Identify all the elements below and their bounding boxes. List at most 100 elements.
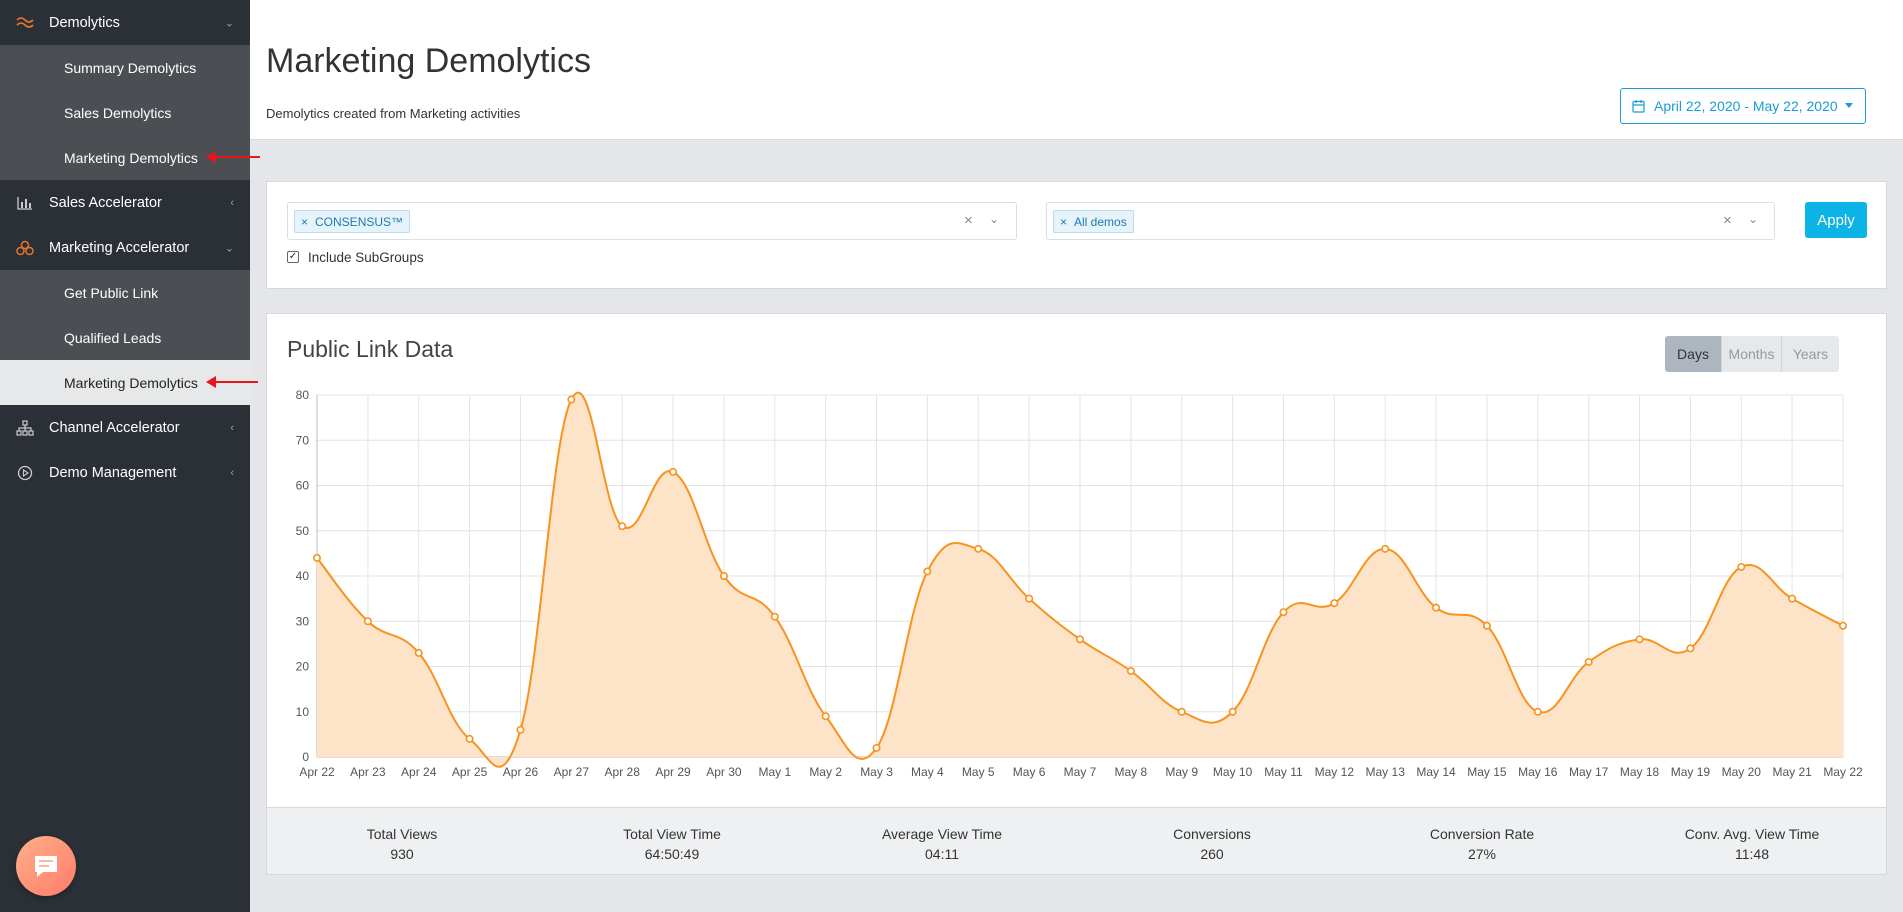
remove-tag-icon[interactable]: × <box>1060 214 1068 229</box>
data-point <box>1025 594 1034 603</box>
x-tick-label: Apr 28 <box>605 765 641 779</box>
stat-label: Average View Time <box>881 826 1003 842</box>
sidebar-item-label: Marketing Demolytics <box>64 374 198 391</box>
sidebar-item-get-public-link[interactable]: Get Public Link <box>0 270 250 315</box>
chart-panel: Public Link Data Days Months Years 0 10 20… <box>266 313 1887 875</box>
data-point <box>1686 644 1695 653</box>
data-point <box>719 572 728 581</box>
demo-select[interactable]: × All demos × ⌄ <box>1046 202 1775 240</box>
stat-value: 64:50:49 <box>644 846 700 862</box>
date-range-label: April 22, 2020 - May 22, 2020 <box>1654 98 1838 114</box>
nav-marketing-accelerator-label: Marketing Accelerator <box>49 239 190 256</box>
bar-chart-icon <box>16 194 34 212</box>
data-point <box>312 553 321 562</box>
chat-button[interactable] <box>16 836 76 896</box>
x-tick-label: May 21 <box>1772 765 1812 779</box>
x-tick-label: May 14 <box>1416 765 1456 779</box>
data-point <box>1075 635 1084 644</box>
period-days-button[interactable]: Days <box>1665 336 1721 372</box>
stat-label: Conv. Avg. View Time <box>1684 826 1820 842</box>
chevron-left-icon: ‹ <box>230 421 234 434</box>
chevron-down-icon[interactable]: ⌄ <box>989 212 1000 226</box>
x-tick-label: May 11 <box>1264 765 1303 779</box>
data-point <box>669 467 678 476</box>
data-point <box>1279 608 1288 617</box>
data-point <box>923 567 932 576</box>
data-point <box>872 743 881 752</box>
sidebar-item-qualified-leads[interactable]: Qualified Leads <box>0 315 250 360</box>
stat-label: Total Views <box>366 826 438 842</box>
stat-conv-avg-view-time: Conv. Avg. View Time 11:48 <box>1617 826 1887 862</box>
stat-value: 04:11 <box>925 846 959 862</box>
stat-value: 930 <box>390 846 414 862</box>
include-subgroups-checkbox[interactable]: ✓ <box>287 251 299 263</box>
data-point <box>414 648 423 657</box>
demo-tag-label: All demos <box>1074 214 1127 229</box>
nav-channel-accelerator[interactable]: Channel Accelerator ‹ <box>0 405 250 450</box>
series-line <box>316 391 1844 768</box>
sidebar-item-marketing-demolytics[interactable]: Marketing Demolytics <box>0 135 250 180</box>
x-tick-label: May 3 <box>860 765 893 779</box>
data-point <box>821 712 830 721</box>
period-months-button[interactable]: Months <box>1721 336 1781 372</box>
data-point <box>1330 599 1339 608</box>
play-circle-icon <box>16 464 34 482</box>
include-subgroups-label: Include SubGroups <box>308 250 424 265</box>
data-point <box>1635 635 1644 644</box>
x-tick-label: May 7 <box>1064 765 1097 779</box>
data-point <box>567 395 576 404</box>
page-subtitle: Demolytics created from Marketing activi… <box>266 106 521 121</box>
period-years-button[interactable]: Years <box>1781 336 1839 372</box>
data-point <box>1788 594 1797 603</box>
nav-demolytics-label: Demolytics <box>49 14 120 31</box>
data-point <box>1533 707 1542 716</box>
clear-icon[interactable]: × <box>964 212 973 229</box>
stat-average-view-time: Average View Time 04:11 <box>807 826 1077 862</box>
y-tick-label: 80 <box>296 388 310 402</box>
caret-down-icon <box>1845 103 1853 108</box>
x-tick-label: Apr 22 <box>299 765 335 779</box>
page-title: Marketing Demolytics <box>266 42 591 80</box>
x-tick-label: May 10 <box>1213 765 1253 779</box>
x-tick-label: May 22 <box>1823 765 1863 779</box>
y-tick-label: 30 <box>296 614 310 628</box>
y-tick-label: 10 <box>296 705 310 719</box>
annotation-arrow <box>206 376 258 388</box>
chevron-down-icon: ⌄ <box>224 242 234 254</box>
x-tick-label: May 12 <box>1315 765 1355 779</box>
y-tick-label: 50 <box>296 524 310 538</box>
sidebar-item-label: Sales Demolytics <box>64 104 172 121</box>
x-tick-label: May 13 <box>1366 765 1406 779</box>
data-point <box>1177 707 1186 716</box>
x-tick-label: May 19 <box>1671 765 1711 779</box>
stat-total-view-time: Total View Time 64:50:49 <box>537 826 807 862</box>
stats-bar: Total Views 930 Total View Time 64:50:49… <box>267 807 1886 874</box>
group-select[interactable]: × CONSENSUS™ × ⌄ <box>287 202 1017 240</box>
stat-label: Conversion Rate <box>1429 826 1535 842</box>
nav-marketing-accelerator[interactable]: Marketing Accelerator ⌄ <box>0 225 250 270</box>
x-tick-label: Apr 23 <box>350 765 386 779</box>
chart-title: Public Link Data <box>287 336 454 362</box>
x-tick-label: Apr 24 <box>401 765 437 779</box>
stat-value: 260 <box>1200 846 1224 862</box>
y-tick-label: 70 <box>296 433 310 447</box>
remove-tag-icon[interactable]: × <box>301 214 309 229</box>
nav-demolytics[interactable]: Demolytics ⌄ <box>0 0 250 45</box>
group-tag-label: CONSENSUS™ <box>315 214 404 229</box>
sidebar-item-summary-demolytics[interactable]: Summary Demolytics <box>0 45 250 90</box>
chat-icon <box>35 856 57 877</box>
sidebar-item-sales-demolytics[interactable]: Sales Demolytics <box>0 90 250 135</box>
stat-conversion-rate: Conversion Rate 27% <box>1347 826 1617 862</box>
nav-demo-management[interactable]: Demo Management ‹ <box>0 450 250 495</box>
date-range-picker[interactable]: April 22, 2020 - May 22, 2020 <box>1620 88 1866 124</box>
data-point <box>1737 562 1746 571</box>
clear-icon[interactable]: × <box>1723 212 1732 229</box>
chevron-down-icon[interactable]: ⌄ <box>1748 212 1759 226</box>
data-point <box>1839 621 1848 630</box>
sidebar-item-label: Qualified Leads <box>64 329 162 346</box>
nav-sales-accelerator[interactable]: Sales Accelerator ‹ <box>0 180 250 225</box>
x-tick-label: Apr 27 <box>554 765 590 779</box>
x-tick-label: May 17 <box>1569 765 1609 779</box>
chevron-left-icon: ‹ <box>230 466 234 479</box>
apply-button[interactable]: Apply <box>1805 202 1867 238</box>
